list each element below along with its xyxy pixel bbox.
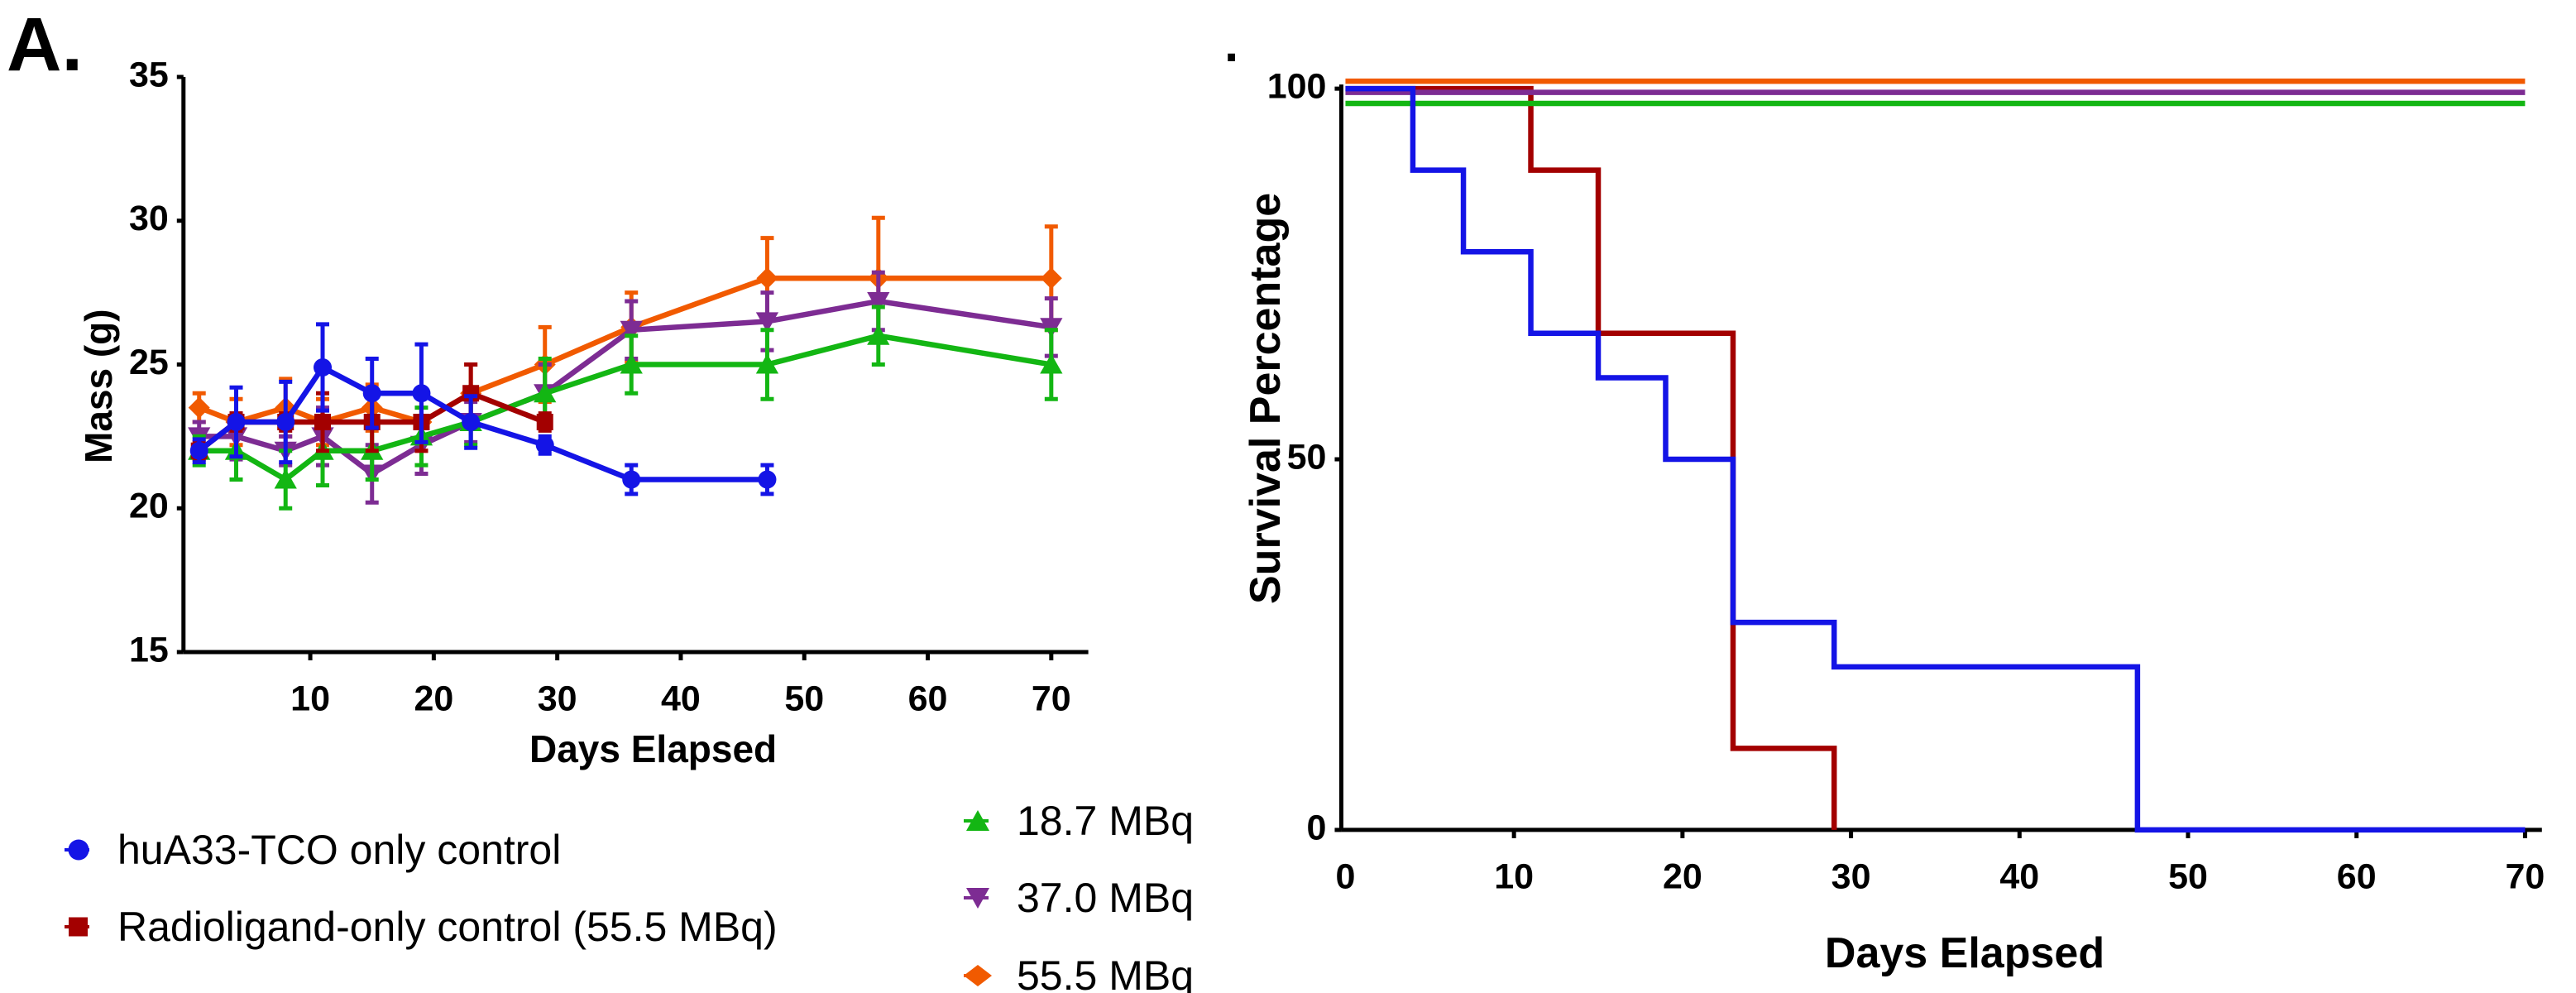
svg-text:50: 50 (784, 679, 824, 718)
svg-text:20: 20 (1663, 856, 1702, 896)
svg-text:0: 0 (1307, 808, 1327, 847)
svg-text:70: 70 (2505, 856, 2545, 896)
svg-text:35: 35 (129, 55, 169, 94)
svg-text:40: 40 (1999, 856, 2039, 896)
svg-text:20: 20 (129, 487, 169, 526)
svg-text:25: 25 (129, 343, 169, 382)
svg-text:40: 40 (661, 679, 701, 718)
svg-text:60: 60 (908, 679, 948, 718)
svg-text:100: 100 (1267, 66, 1327, 106)
svg-text:30: 30 (538, 679, 577, 718)
svg-text:30: 30 (129, 199, 169, 238)
svg-text:50: 50 (1287, 437, 1327, 477)
svg-text:30: 30 (1831, 856, 1871, 896)
svg-text:50: 50 (2168, 856, 2208, 896)
svg-text:10: 10 (1494, 856, 1534, 896)
svg-text:0: 0 (1335, 856, 1355, 896)
svg-text:70: 70 (1032, 679, 1071, 718)
svg-text:10: 10 (290, 679, 330, 718)
svg-text:60: 60 (2337, 856, 2377, 896)
svg-text:15: 15 (129, 630, 169, 669)
svg-text:20: 20 (414, 679, 453, 718)
